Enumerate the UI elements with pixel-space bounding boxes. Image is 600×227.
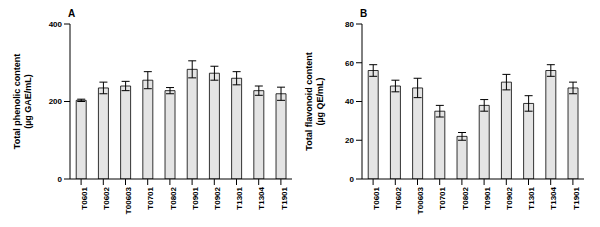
svg-text:T0701: T0701: [438, 186, 447, 209]
svg-text:T0601: T0601: [372, 186, 381, 209]
svg-text:T1301: T1301: [235, 186, 244, 209]
svg-text:T0901: T0901: [191, 186, 200, 209]
svg-text:T0902: T0902: [505, 186, 514, 209]
svg-text:T0802: T0802: [461, 186, 470, 209]
svg-text:T0602: T0602: [102, 186, 111, 209]
svg-text:40: 40: [345, 97, 354, 106]
svg-text:Total flavonoid content(µg QE/: Total flavonoid content(µg QE/mL): [304, 52, 325, 150]
svg-text:T1304: T1304: [257, 186, 266, 209]
svg-text:T00603: T00603: [416, 186, 425, 214]
svg-text:0: 0: [58, 175, 63, 184]
svg-text:0: 0: [350, 175, 355, 184]
svg-text:400: 400: [49, 20, 63, 29]
svg-text:200: 200: [49, 97, 63, 106]
html-text:B: B: [360, 8, 368, 19]
html-text:A: A: [68, 8, 76, 19]
svg-text:T0601: T0601: [80, 186, 89, 209]
svg-text:T0701: T0701: [146, 186, 155, 209]
svg-text:T1901: T1901: [280, 186, 289, 209]
svg-text:T1304: T1304: [549, 186, 558, 209]
svg-text:20: 20: [345, 136, 354, 145]
svg-text:Total phenolic content(µg GAE/: Total phenolic content(µg GAE/mL): [12, 54, 33, 149]
svg-text:T1901: T1901: [572, 186, 581, 209]
svg-text:T0602: T0602: [394, 186, 403, 209]
svg-text:T00603: T00603: [124, 186, 133, 214]
svg-text:T0802: T0802: [169, 186, 178, 209]
svg-text:T1301: T1301: [527, 186, 536, 209]
svg-text:T0902: T0902: [213, 186, 222, 209]
svg-text:60: 60: [345, 59, 354, 68]
svg-text:T0901: T0901: [483, 186, 492, 209]
svg-text:80: 80: [345, 20, 354, 29]
